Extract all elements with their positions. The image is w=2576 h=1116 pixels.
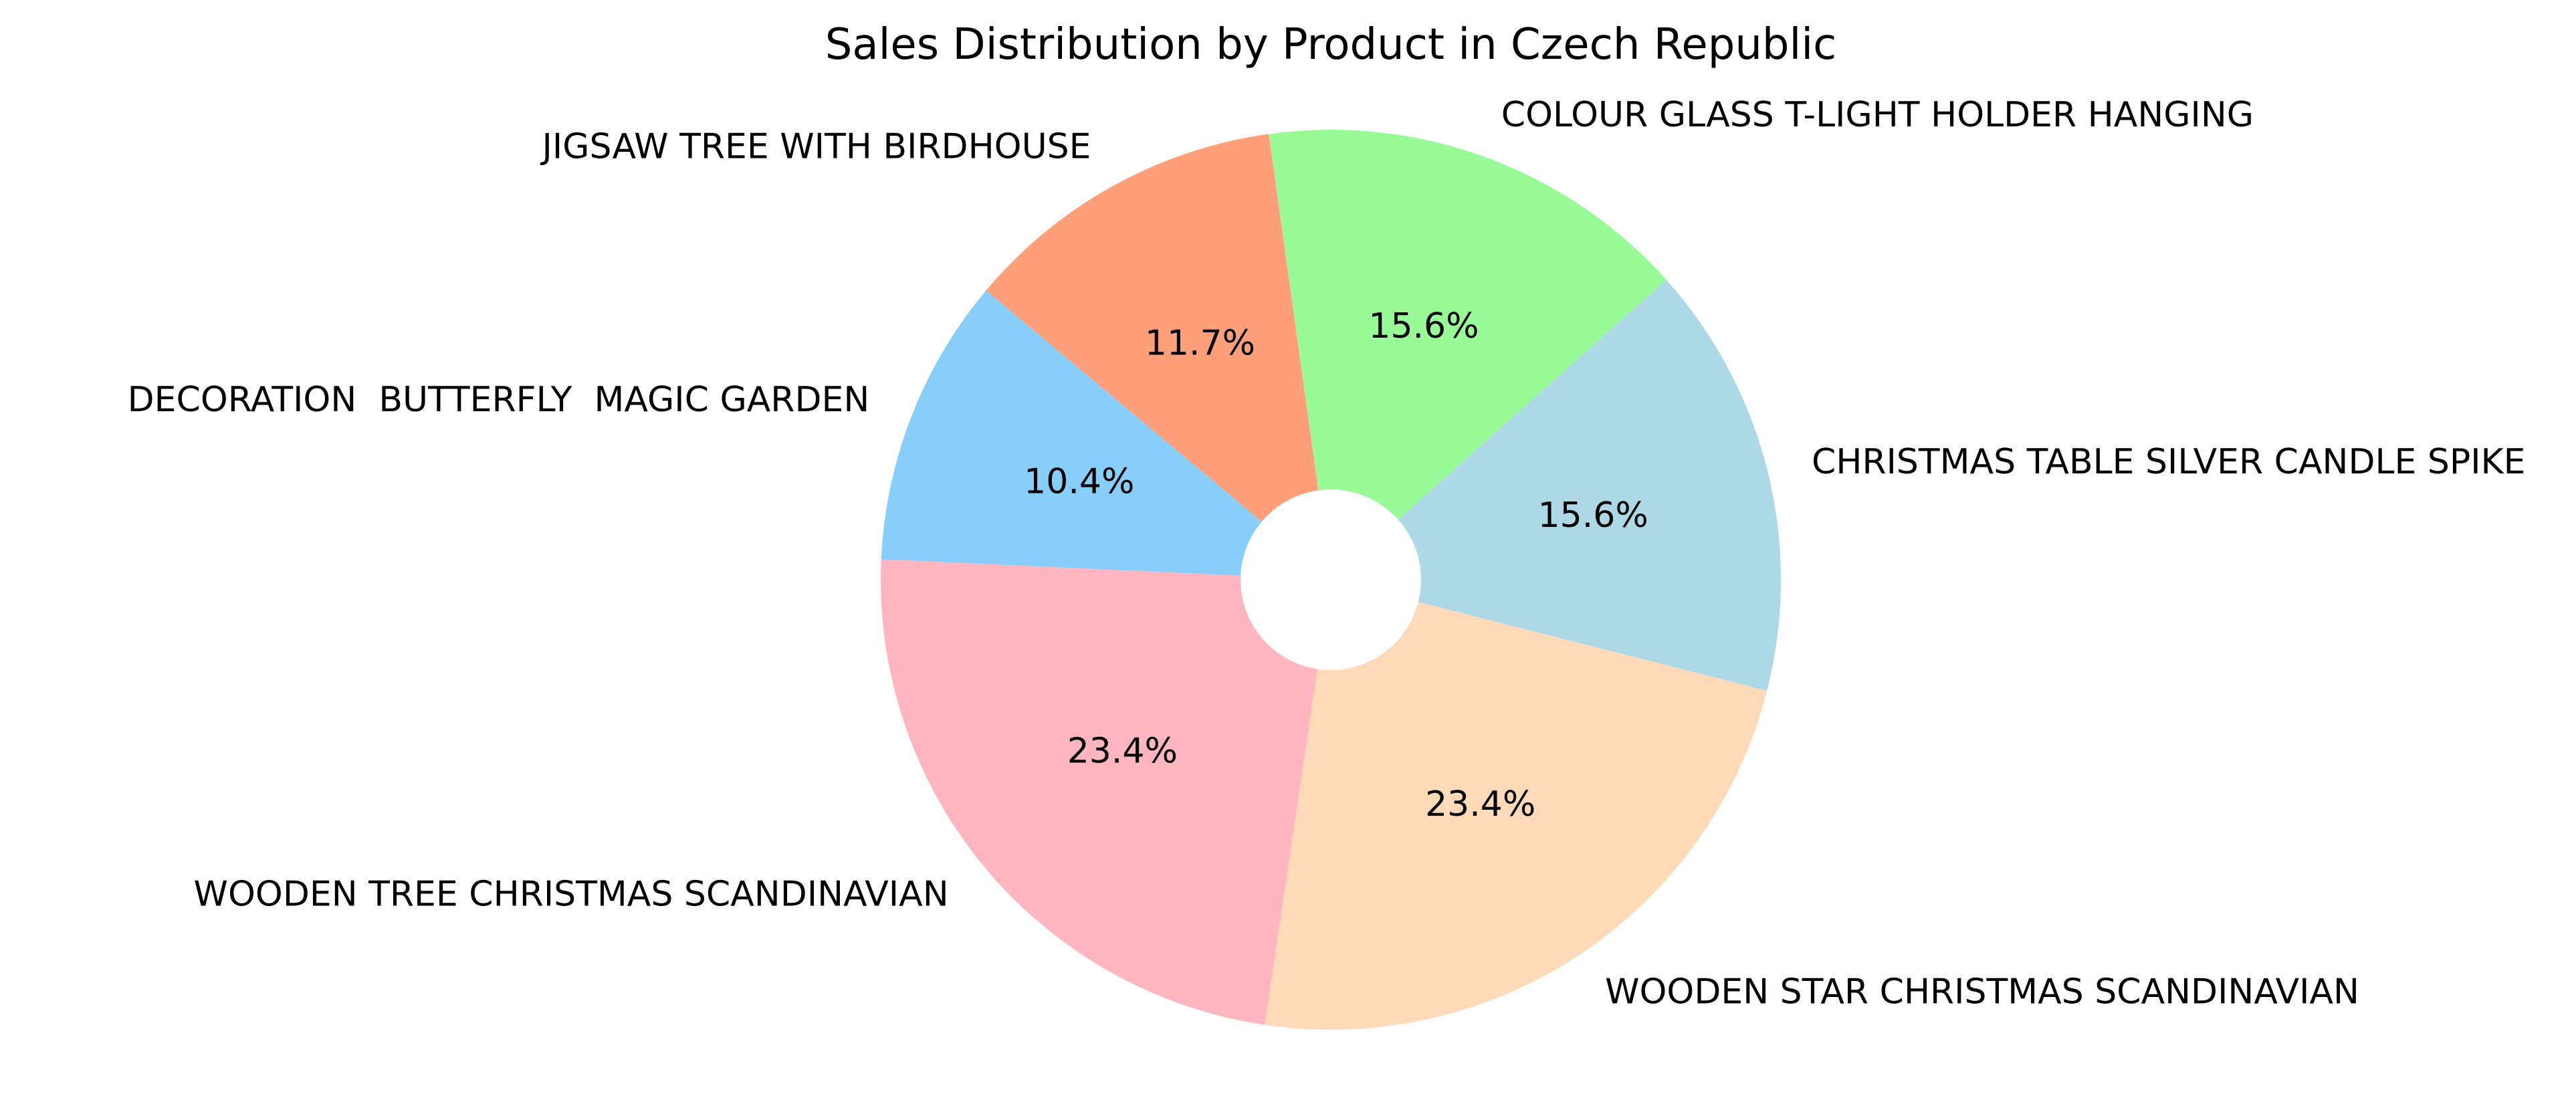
chart-title: Sales Distribution by Product in Czech R… — [825, 20, 1837, 70]
slice-category-label: CHRISTMAS TABLE SILVER CANDLE SPIKE — [1812, 442, 2525, 482]
pie-slice — [1269, 130, 1667, 580]
slice-category-label: COLOUR GLASS T-LIGHT HOLDER HANGING — [1501, 95, 2254, 135]
slice-category-label: JIGSAW TREE WITH BIRDHOUSE — [540, 126, 1091, 166]
pie-slice — [986, 134, 1331, 580]
pie-labels: 10.4% DECORATION BUTTERFLY MAGIC GARDEN 23… — [128, 95, 2526, 1012]
donut-hole — [1241, 489, 1421, 670]
slice-percent-label: 10.4% — [1024, 461, 1134, 501]
slice-percent-label: 15.6% — [1368, 306, 1479, 346]
pie-slice — [881, 559, 1331, 1025]
pie-slice — [881, 290, 1331, 580]
slice-percent-label: 15.6% — [1538, 495, 1648, 536]
slice-percent-label: 11.7% — [1145, 324, 1255, 364]
slice-category-label: WOODEN STAR CHRISTMAS SCANDINAVIAN — [1605, 972, 2359, 1012]
slice-category-label: DECORATION BUTTERFLY MAGIC GARDEN — [128, 380, 870, 420]
pie-slices — [881, 130, 1781, 1030]
slice-percent-label: 23.4% — [1067, 732, 1178, 772]
pie-slice — [1265, 580, 1767, 1030]
pie-slice — [1331, 280, 1781, 691]
slice-category-label: WOODEN TREE CHRISTMAS SCANDINAVIAN — [194, 875, 949, 915]
slice-percent-label: 23.4% — [1425, 784, 1535, 824]
